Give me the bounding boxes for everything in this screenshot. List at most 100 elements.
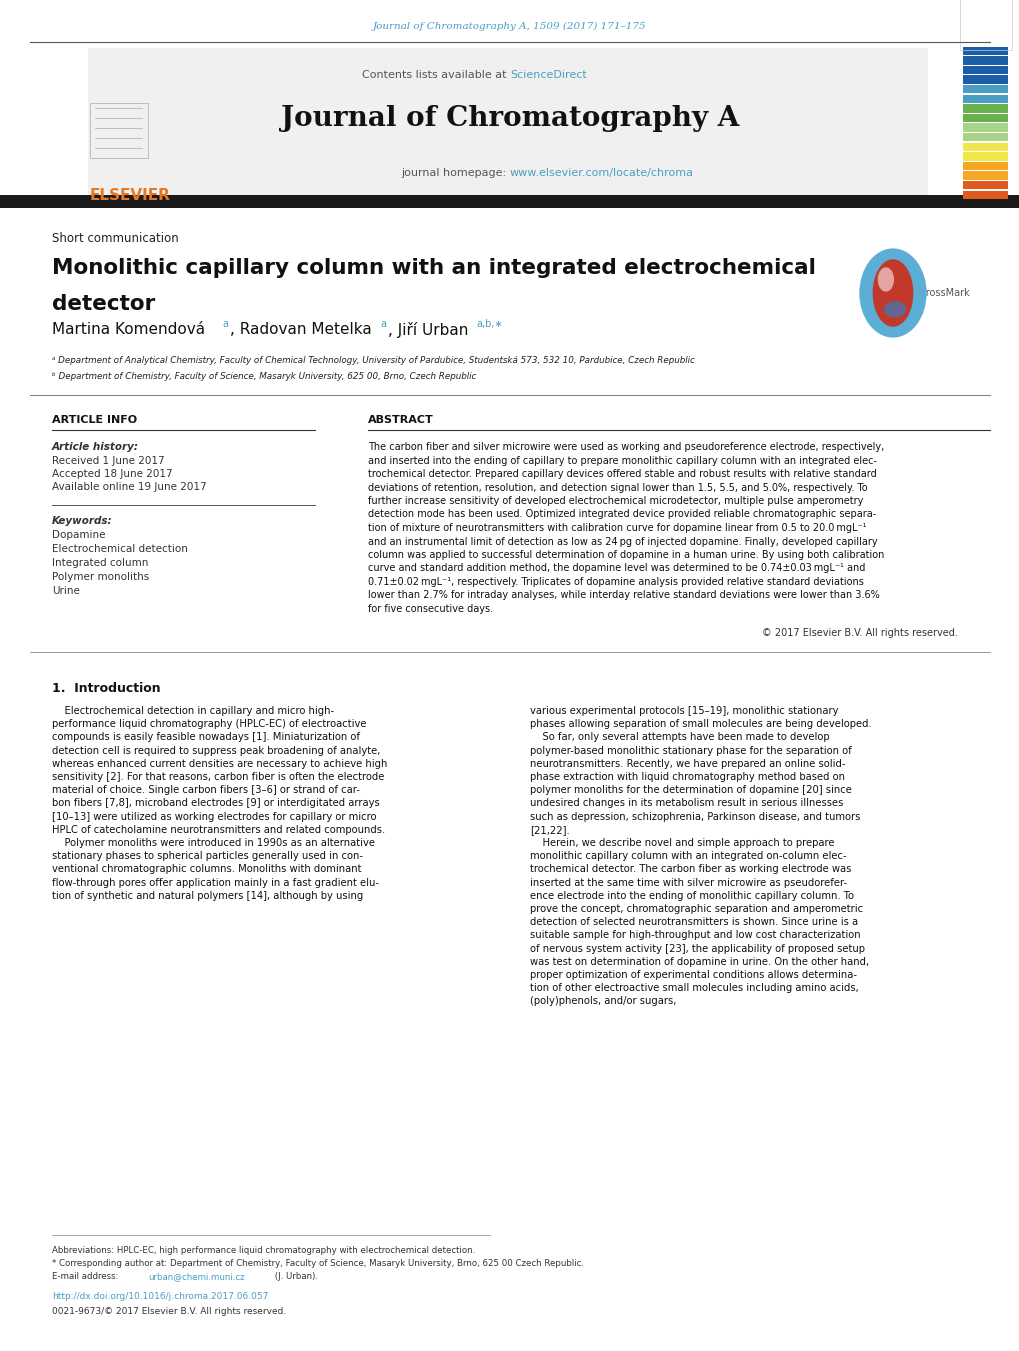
Text: Accepted 18 June 2017: Accepted 18 June 2017	[52, 469, 172, 480]
Bar	[962, 181, 1007, 189]
Bar	[962, 153, 1007, 161]
Text: Martina Komendová: Martina Komendová	[52, 322, 205, 336]
Bar	[962, 123, 1007, 132]
Text: © 2017 Elsevier B.V. All rights reserved.: © 2017 Elsevier B.V. All rights reserved…	[761, 628, 957, 638]
Text: , Jiří Urban: , Jiří Urban	[387, 322, 468, 338]
Text: further increase sensitivity of developed electrochemical microdetector, multipl: further increase sensitivity of develope…	[368, 496, 862, 507]
Text: neurotransmitters. Recently, we have prepared an online solid-: neurotransmitters. Recently, we have pre…	[530, 759, 845, 769]
Text: Monolithic capillary column with an integrated electrochemical: Monolithic capillary column with an inte…	[52, 258, 815, 278]
Text: Journal of Chromatography A: Journal of Chromatography A	[280, 105, 739, 132]
Bar	[962, 113, 1007, 122]
Bar	[962, 172, 1007, 180]
Bar	[962, 57, 1007, 65]
Text: Short communication: Short communication	[52, 232, 178, 245]
Text: ence electrode into the ending of monolithic capillary column. To: ence electrode into the ending of monoli…	[530, 890, 853, 901]
Text: inserted at the same time with silver microwire as pseudorefer-: inserted at the same time with silver mi…	[530, 878, 847, 888]
Text: sensitivity [2]. For that reasons, carbon fiber is often the electrode: sensitivity [2]. For that reasons, carbo…	[52, 771, 384, 782]
Text: monolithic capillary column with an integrated on-column elec-: monolithic capillary column with an inte…	[530, 851, 846, 861]
Text: 0.71±0.02 mgL⁻¹, respectively. Triplicates of dopamine analysis provided relativ: 0.71±0.02 mgL⁻¹, respectively. Triplicat…	[368, 577, 863, 586]
Text: proper optimization of experimental conditions allows determina-: proper optimization of experimental cond…	[530, 970, 856, 979]
Bar	[962, 66, 1007, 74]
Circle shape	[858, 249, 925, 338]
Bar	[962, 95, 1007, 103]
Ellipse shape	[876, 267, 893, 292]
Text: Polymer monoliths were introduced in 1990s as an alternative: Polymer monoliths were introduced in 199…	[52, 838, 375, 848]
Bar	[962, 76, 1007, 84]
Text: bon fibers [7,8], microband electrodes [9] or interdigitated arrays: bon fibers [7,8], microband electrodes […	[52, 798, 379, 808]
Text: Received 1 June 2017: Received 1 June 2017	[52, 457, 164, 466]
Bar	[962, 132, 1007, 142]
Text: Urine: Urine	[52, 586, 79, 596]
Text: tion of synthetic and natural polymers [14], although by using: tion of synthetic and natural polymers […	[52, 890, 363, 901]
Text: Abbreviations: HPLC-EC, high performance liquid chromatography with electrochemi: Abbreviations: HPLC-EC, high performance…	[52, 1246, 475, 1255]
Text: (J. Urban).: (J. Urban).	[272, 1273, 318, 1281]
Text: So far, only several attempts have been made to develop: So far, only several attempts have been …	[530, 732, 828, 743]
Text: Polymer monoliths: Polymer monoliths	[52, 571, 149, 582]
Text: flow-through pores offer application mainly in a fast gradient elu-: flow-through pores offer application mai…	[52, 878, 379, 888]
Text: * Corresponding author at: Department of Chemistry, Faculty of Science, Masaryk : * Corresponding author at: Department of…	[52, 1259, 584, 1269]
Text: detection mode has been used. Optimized integrated device provided reliable chro: detection mode has been used. Optimized …	[368, 509, 875, 520]
Text: whereas enhanced current densities are necessary to achieve high: whereas enhanced current densities are n…	[52, 759, 387, 769]
Text: column was applied to successful determination of dopamine in a human urine. By : column was applied to successful determi…	[368, 550, 883, 561]
Text: and inserted into the ending of capillary to prepare monolithic capillary column: and inserted into the ending of capillar…	[368, 455, 876, 466]
Text: prove the concept, chromatographic separation and amperometric: prove the concept, chromatographic separ…	[530, 904, 862, 915]
Text: journal homepage:: journal homepage:	[401, 168, 510, 178]
Text: detection cell is required to suppress peak broadening of analyte,: detection cell is required to suppress p…	[52, 746, 380, 755]
Text: a: a	[380, 319, 385, 330]
Text: phases allowing separation of small molecules are being developed.: phases allowing separation of small mole…	[530, 719, 871, 730]
Text: lower than 2.7% for intraday analyses, while interday relative standard deviatio: lower than 2.7% for intraday analyses, w…	[368, 590, 879, 600]
Text: trochemical detector. Prepared capillary devices offered stable and robust resul: trochemical detector. Prepared capillary…	[368, 469, 876, 480]
Text: ᵇ Department of Chemistry, Faculty of Science, Masaryk University, 625 00, Brno,: ᵇ Department of Chemistry, Faculty of Sc…	[52, 372, 476, 381]
Text: ARTICLE INFO: ARTICLE INFO	[52, 415, 137, 426]
Text: polymer monoliths for the determination of dopamine [20] since: polymer monoliths for the determination …	[530, 785, 851, 796]
Text: detection of selected neurotransmitters is shown. Since urine is a: detection of selected neurotransmitters …	[530, 917, 857, 927]
Text: , Radovan Metelka: , Radovan Metelka	[229, 322, 371, 336]
Text: 1.  Introduction: 1. Introduction	[52, 682, 160, 694]
Text: Herein, we describe novel and simple approach to prepare: Herein, we describe novel and simple app…	[530, 838, 834, 848]
Text: suitable sample for high-throughput and low cost characterization: suitable sample for high-throughput and …	[530, 931, 860, 940]
Text: Integrated column: Integrated column	[52, 558, 148, 567]
Text: such as depression, schizophrenia, Parkinson disease, and tumors: such as depression, schizophrenia, Parki…	[530, 812, 860, 821]
Text: Article history:: Article history:	[52, 442, 139, 453]
Text: [21,22].: [21,22].	[530, 825, 570, 835]
Text: phase extraction with liquid chromatography method based on: phase extraction with liquid chromatogra…	[530, 771, 844, 782]
Bar	[962, 162, 1007, 170]
Text: detector: detector	[52, 295, 155, 313]
Text: of nervous system activity [23], the applicability of proposed setup: of nervous system activity [23], the app…	[530, 943, 864, 954]
Text: www.elsevier.com/locate/chroma: www.elsevier.com/locate/chroma	[510, 168, 693, 178]
Text: curve and standard addition method, the dopamine level was determined to be 0.74: curve and standard addition method, the …	[368, 563, 864, 574]
Text: Available online 19 June 2017: Available online 19 June 2017	[52, 482, 207, 492]
Text: stationary phases to spherical particles generally used in con-: stationary phases to spherical particles…	[52, 851, 363, 861]
Text: http://dx.doi.org/10.1016/j.chroma.2017.06.057: http://dx.doi.org/10.1016/j.chroma.2017.…	[52, 1292, 268, 1301]
Bar	[959, 0, 1011, 50]
Bar	[962, 190, 1007, 199]
Text: and an instrumental limit of detection as low as 24 pg of injected dopamine. Fin: and an instrumental limit of detection a…	[368, 536, 876, 547]
Text: tion of other electroactive small molecules including amino acids,: tion of other electroactive small molecu…	[530, 984, 858, 993]
Text: (poly)phenols, and/or sugars,: (poly)phenols, and/or sugars,	[530, 997, 676, 1006]
Text: material of choice. Single carbon fibers [3–6] or strand of car-: material of choice. Single carbon fibers…	[52, 785, 360, 796]
Text: 0021-9673/© 2017 Elsevier B.V. All rights reserved.: 0021-9673/© 2017 Elsevier B.V. All right…	[52, 1306, 286, 1316]
Text: Electrochemical detection: Electrochemical detection	[52, 544, 187, 554]
Text: polymer-based monolithic stationary phase for the separation of: polymer-based monolithic stationary phas…	[530, 746, 851, 755]
Ellipse shape	[882, 301, 905, 317]
Text: ScienceDirect: ScienceDirect	[510, 70, 586, 80]
Text: performance liquid chromatography (HPLC-EC) of electroactive: performance liquid chromatography (HPLC-…	[52, 719, 366, 730]
Bar	[0, 195, 1019, 208]
Bar	[962, 104, 1007, 112]
Text: E-mail address:: E-mail address:	[52, 1273, 121, 1281]
Text: HPLC of catecholamine neurotransmitters and related compounds.: HPLC of catecholamine neurotransmitters …	[52, 825, 385, 835]
Text: Contents lists available at: Contents lists available at	[362, 70, 510, 80]
Bar	[90, 103, 148, 158]
Text: compounds is easily feasible nowadays [1]. Miniaturization of: compounds is easily feasible nowadays [1…	[52, 732, 360, 743]
Text: Dopamine: Dopamine	[52, 530, 105, 540]
Text: a: a	[222, 319, 228, 330]
Bar	[962, 85, 1007, 93]
Text: a,b,∗: a,b,∗	[476, 319, 502, 330]
Bar	[88, 49, 927, 195]
Text: ᵃ Department of Analytical Chemistry, Faculty of Chemical Technology, University: ᵃ Department of Analytical Chemistry, Fa…	[52, 357, 694, 365]
Text: tion of mixture of neurotransmitters with calibration curve for dopamine linear : tion of mixture of neurotransmitters wit…	[368, 523, 866, 534]
Text: various experimental protocols [15–19], monolithic stationary: various experimental protocols [15–19], …	[530, 707, 838, 716]
Text: Keywords:: Keywords:	[52, 516, 112, 526]
Text: [10–13] were utilized as working electrodes for capillary or micro: [10–13] were utilized as working electro…	[52, 812, 376, 821]
Text: urban@chemi.muni.cz: urban@chemi.muni.cz	[148, 1273, 245, 1281]
